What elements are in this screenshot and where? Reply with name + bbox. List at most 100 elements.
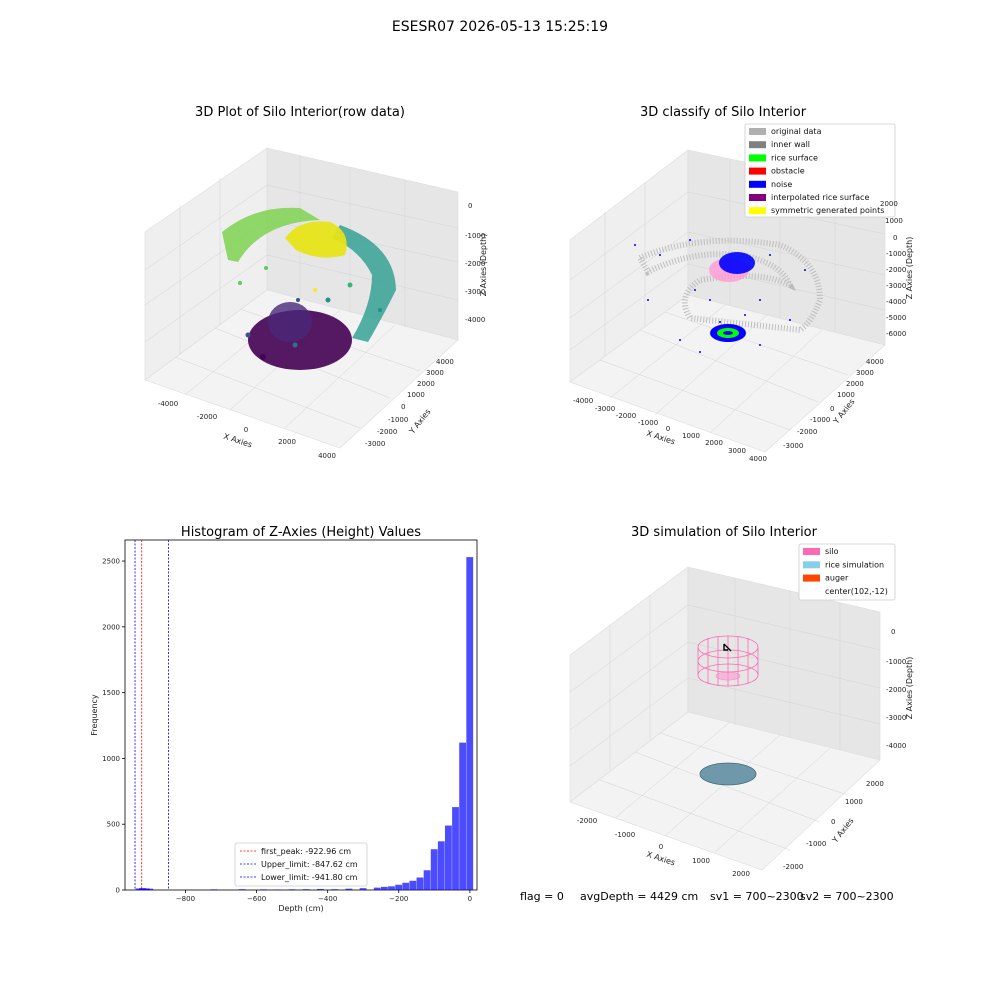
histogram-bar	[402, 882, 410, 890]
raw-y-ticks: -3000 -2000 -1000 0 1000 2000 3000 4000	[365, 358, 454, 448]
tick-label: −200	[389, 895, 408, 903]
simulation-z-label: Z Axies (Depth)	[905, 657, 914, 720]
tick: -4000	[886, 298, 906, 306]
legend-frame	[744, 123, 896, 218]
histogram-bar	[395, 884, 403, 890]
tick: -6000	[886, 330, 906, 338]
tick: 1000	[682, 432, 700, 440]
histogram-bar	[139, 888, 147, 890]
classify-y-ticks: -3000 -2000 -1000 0 1000 2000 3000 4000	[783, 358, 884, 450]
classify-z-ticks: 2000 1000 0 -1000 -2000 -3000 -4000 -500…	[880, 200, 906, 338]
simulation-legend: silo rice simulation auger center(102,-12)	[798, 543, 896, 601]
histogram-bar	[430, 849, 438, 890]
tick: -1000	[388, 416, 408, 424]
tick: -3000	[886, 714, 906, 722]
simulation-x-label: X Axies	[645, 850, 676, 868]
classify-y-label: Y Axies	[831, 397, 857, 426]
histogram-plot-area	[124, 539, 478, 891]
rice-simulation-surface	[699, 762, 757, 786]
tick: -1000	[615, 831, 635, 839]
status-line: flag = 0 avgDepth = 4429 cm sv1 = 700~23…	[520, 890, 894, 903]
legend-swatch	[749, 154, 766, 162]
tick: 0	[830, 405, 834, 413]
histogram-bar	[466, 557, 474, 890]
legend-swatch	[749, 194, 766, 201]
tick: -3000	[465, 288, 485, 296]
classify-x-ticks: -4000 -3000 -2000 -1000 0 1000 2000 3000…	[573, 397, 767, 463]
histogram-bar	[302, 889, 310, 890]
tick: 2000	[846, 380, 864, 388]
histogram-bar	[437, 841, 445, 890]
tick: 1000	[885, 217, 903, 225]
histogram-bar	[274, 889, 282, 890]
tick: -3000	[886, 282, 906, 290]
tick: -1000	[886, 658, 906, 666]
tick: 1000	[692, 857, 710, 865]
histogram-bar	[260, 889, 267, 890]
legend-label: rice surface	[771, 153, 818, 162]
histogram-bar	[345, 888, 353, 890]
tick: -3000	[783, 442, 803, 450]
legend-label: symmetric generated points	[771, 206, 884, 215]
histogram-reference-lines	[134, 540, 169, 890]
histogram-y-ticks: 0 500 1000 1500 2000 2500	[102, 558, 125, 895]
tick: 2000	[732, 870, 750, 878]
legend-swatch	[749, 180, 766, 188]
inner-wall-points	[635, 237, 824, 334]
raw-z-label: Z Axies (Depth)	[479, 234, 488, 297]
tick: 2000	[705, 439, 723, 447]
classify-x-label: X Axies	[645, 429, 676, 447]
tick: 0	[891, 628, 895, 636]
panel-simulation-title: 3D simulation of Silo Interior	[631, 525, 818, 540]
panel-classify-title: 3D classify of Silo Interior	[640, 105, 807, 120]
status-sv1: sv1 = 700~2300	[710, 890, 804, 903]
tick: 0	[468, 202, 472, 210]
raw-scatter-dots	[238, 266, 382, 360]
legend-label: center(102,-12)	[825, 587, 888, 596]
legend-swatch	[803, 574, 820, 582]
raw-wall-band-right	[332, 225, 396, 342]
tick: 0	[666, 425, 670, 433]
tick-label: −600	[247, 895, 266, 903]
legend-swatch	[803, 561, 820, 569]
histogram-x-label: Depth (cm)	[278, 904, 323, 913]
histogram-bar	[142, 888, 150, 890]
legend-label: original data	[771, 127, 822, 136]
legend-label: first_peak: -922.96 cm	[261, 847, 351, 856]
classify-legend: original data inner wall rice surface obsta…	[744, 123, 896, 218]
tick-label: 0	[116, 887, 120, 895]
tick: 2000	[880, 200, 898, 208]
legend-swatch	[749, 128, 766, 135]
tick: -2000	[377, 428, 397, 436]
tick: 4000	[749, 455, 767, 463]
histogram-bar	[388, 886, 395, 890]
tick: -1000	[886, 250, 906, 258]
tick: -2000	[886, 686, 906, 694]
silo-wireframe	[697, 635, 759, 687]
tick: -2000	[783, 863, 803, 871]
tick-label: −800	[176, 895, 195, 903]
raw-y-label: Y Axies	[407, 407, 433, 436]
histogram-bars	[135, 557, 474, 890]
histogram-bar	[359, 888, 367, 890]
tick: -2000	[577, 817, 597, 825]
tick: 0	[401, 403, 405, 411]
simulation-z-ticks: 0 -1000 -2000 -3000 -4000	[886, 628, 906, 750]
legend-label: rice simulation	[825, 560, 884, 569]
pane-floor	[569, 294, 886, 453]
tick: 2000	[417, 380, 435, 388]
status-sv2: sv2 = 700~2300	[800, 890, 894, 903]
tick: -4000	[886, 742, 906, 750]
tick-label: 0	[468, 895, 472, 903]
tick-label: 500	[107, 821, 120, 829]
tick: -2000	[197, 413, 217, 421]
raw-floor-spread	[268, 302, 312, 342]
histogram-bar	[445, 825, 452, 890]
histogram-bar	[135, 888, 143, 890]
raw-x-label: X Axies	[222, 432, 253, 450]
status-flag: flag = 0	[520, 890, 564, 903]
noise-scatter-dots	[634, 239, 806, 353]
tick: -4000	[465, 316, 485, 324]
classify-z-label: Z Axies (Depth)	[905, 237, 914, 300]
